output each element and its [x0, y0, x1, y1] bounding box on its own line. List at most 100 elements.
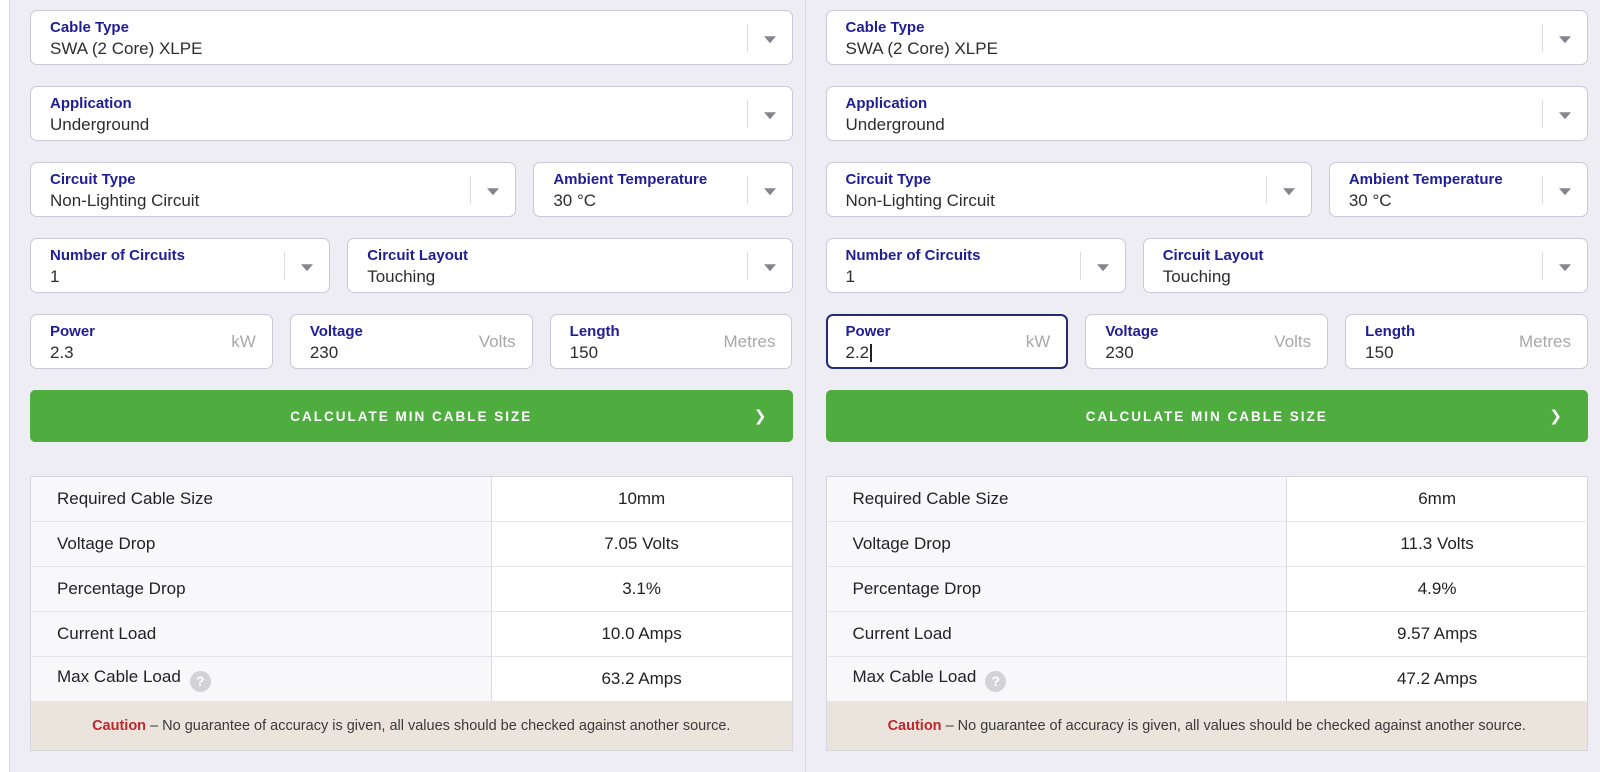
help-icon[interactable]: ?	[189, 670, 211, 692]
result-label-text: Max Cable Load	[57, 666, 181, 686]
caution-cell: Caution – No guarantee of accuracy is gi…	[30, 701, 792, 751]
voltage-unit: Volts	[478, 331, 516, 351]
dropdown-separator	[746, 251, 748, 280]
dropdown-separator	[746, 175, 748, 204]
table-row: Current Load 9.57 Amps	[826, 611, 1588, 657]
result-value: 4.9%	[1286, 566, 1588, 612]
power-label: Power	[845, 323, 891, 340]
calculate-button-label: CALCULATE MIN CABLE SIZE	[1085, 408, 1328, 424]
ambient-temperature-select[interactable]: Ambient Temperature 30 °C	[533, 162, 793, 217]
cable-type-select[interactable]: Cable Type SWA (2 Core) XLPE	[825, 10, 1588, 65]
dropdown-separator	[746, 23, 748, 52]
circuit-layout-select[interactable]: Circuit Layout Touching	[347, 238, 793, 293]
table-row: Required Cable Size 6mm	[826, 476, 1588, 522]
application-label: Application	[50, 95, 132, 112]
table-row: Percentage Drop 3.1%	[30, 566, 792, 612]
circuit-layout-select[interactable]: Circuit Layout Touching	[1142, 238, 1588, 293]
calculate-button[interactable]: CALCULATE MIN CABLE SIZE ❯	[825, 390, 1588, 442]
chevron-right-icon: ❯	[753, 408, 767, 425]
field-row: Number of Circuits 1 Circuit Layout Touc…	[30, 238, 793, 293]
result-value: 47.2 Amps	[1286, 656, 1588, 702]
results-table: Required Cable Size 10mm Voltage Drop 7.…	[30, 476, 793, 751]
calculate-button[interactable]: CALCULATE MIN CABLE SIZE ❯	[30, 390, 793, 442]
caution-word: Caution	[92, 718, 147, 734]
help-icon[interactable]: ?	[985, 670, 1007, 692]
result-label: Current Load	[30, 611, 492, 657]
calculator-panel-left: Cable Type SWA (2 Core) XLPE Application…	[9, 0, 805, 772]
dropdown-separator	[1079, 251, 1081, 280]
length-value: 150	[1365, 343, 1394, 362]
result-value: 7.05 Volts	[491, 521, 792, 567]
dropdown-separator	[284, 251, 286, 280]
voltage-label: Voltage	[309, 323, 363, 340]
voltage-input[interactable]: Voltage 230 Volts	[1085, 314, 1329, 369]
chevron-down-icon	[1559, 263, 1571, 271]
chevron-right-icon: ❯	[1549, 408, 1562, 425]
number-of-circuits-label: Number of Circuits	[845, 247, 981, 264]
circuit-type-select[interactable]: Circuit Type Non-Lighting Circuit	[30, 162, 517, 217]
length-value: 150	[569, 343, 599, 362]
field-row: Number of Circuits 1 Circuit Layout Touc…	[825, 238, 1588, 293]
cable-type-value: SWA (2 Core) XLPE	[50, 39, 203, 58]
table-row: Required Cable Size 10mm	[30, 476, 792, 522]
result-value: 10mm	[491, 476, 792, 522]
result-label: Required Cable Size	[826, 476, 1288, 522]
ambient-temperature-value: 30 °C	[553, 191, 597, 210]
ambient-temperature-label: Ambient Temperature	[1348, 171, 1503, 188]
result-value: 3.1%	[491, 566, 792, 612]
table-row: Current Load 10.0 Amps	[30, 611, 792, 657]
application-label: Application	[845, 95, 928, 112]
cable-type-select[interactable]: Cable Type SWA (2 Core) XLPE	[30, 10, 793, 65]
table-row: Percentage Drop 4.9%	[826, 566, 1588, 612]
result-label: Voltage Drop	[826, 521, 1288, 567]
chevron-down-icon	[1559, 187, 1571, 195]
result-label: Percentage Drop	[30, 566, 492, 612]
dropdown-separator	[1542, 99, 1543, 128]
power-input[interactable]: Power 2.2 kW	[825, 314, 1069, 369]
table-row: Voltage Drop 7.05 Volts	[30, 521, 792, 567]
circuit-type-value: Non-Lighting Circuit	[50, 191, 200, 210]
chevron-down-icon	[1282, 187, 1295, 195]
number-of-circuits-label: Number of Circuits	[50, 247, 186, 264]
power-unit: kW	[231, 331, 256, 351]
ambient-temperature-label: Ambient Temperature	[553, 171, 708, 188]
cable-type-label: Cable Type	[50, 19, 129, 36]
application-select[interactable]: Application Underground	[825, 86, 1588, 141]
number-of-circuits-select[interactable]: Number of Circuits 1	[825, 238, 1126, 293]
calculator-panel-right: Cable Type SWA (2 Core) XLPE Application…	[804, 0, 1600, 772]
circuit-type-label: Circuit Type	[845, 171, 932, 188]
voltage-input[interactable]: Voltage 230 Volts	[289, 314, 533, 369]
result-label: Max Cable Load?	[826, 656, 1288, 702]
field-row: Application Underground	[30, 86, 793, 141]
field-row: Circuit Type Non-Lighting Circuit Ambien…	[30, 162, 793, 217]
result-label: Current Load	[826, 611, 1288, 657]
chevron-down-icon	[763, 187, 776, 195]
voltage-unit: Volts	[1274, 331, 1312, 351]
length-label: Length	[1365, 323, 1416, 340]
power-input[interactable]: Power 2.3 kW	[30, 314, 273, 369]
chevron-down-icon	[763, 111, 776, 119]
circuit-type-value: Non-Lighting Circuit	[845, 191, 995, 210]
chevron-down-icon	[1559, 111, 1571, 119]
caution-row: Caution – No guarantee of accuracy is gi…	[30, 701, 792, 751]
chevron-down-icon	[763, 35, 776, 43]
results-table: Required Cable Size 6mm Voltage Drop 11.…	[825, 476, 1588, 751]
number-of-circuits-select[interactable]: Number of Circuits 1	[30, 238, 331, 293]
chevron-down-icon	[1559, 35, 1571, 43]
table-row: Max Cable Load? 47.2 Amps	[826, 656, 1588, 702]
circuit-type-select[interactable]: Circuit Type Non-Lighting Circuit	[825, 162, 1312, 217]
ambient-temperature-select[interactable]: Ambient Temperature 30 °C	[1328, 162, 1588, 217]
caution-cell: Caution – No guarantee of accuracy is gi…	[826, 701, 1588, 751]
application-value: Underground	[845, 115, 945, 134]
length-input[interactable]: Length 150 Metres	[549, 314, 793, 369]
chevron-down-icon	[763, 263, 776, 271]
result-label: Max Cable Load?	[30, 656, 492, 702]
text-caret	[870, 344, 872, 362]
circuit-layout-value: Touching	[367, 267, 436, 286]
number-of-circuits-value: 1	[845, 267, 855, 286]
length-input[interactable]: Length 150 Metres	[1345, 314, 1588, 369]
length-unit: Metres	[1519, 331, 1571, 351]
application-select[interactable]: Application Underground	[30, 86, 793, 141]
result-label: Percentage Drop	[826, 566, 1288, 612]
field-row: Cable Type SWA (2 Core) XLPE	[30, 10, 793, 65]
